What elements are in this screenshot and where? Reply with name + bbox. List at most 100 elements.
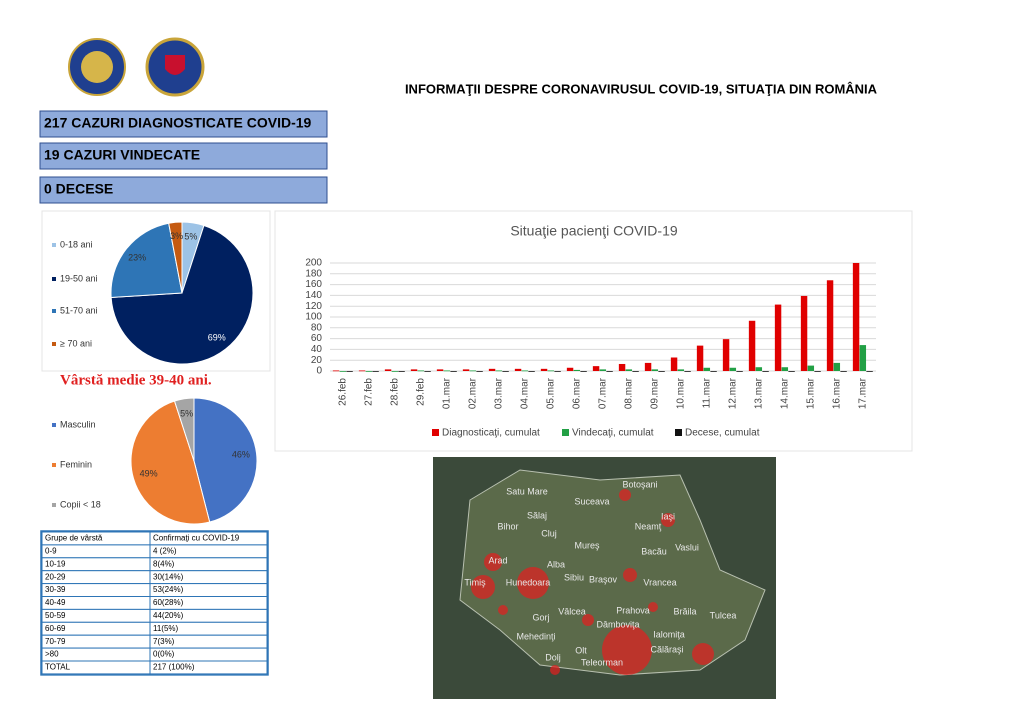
bar xyxy=(469,370,477,372)
table-text: 0-9 xyxy=(45,546,57,555)
x-tick-label: 16.mar xyxy=(832,377,843,409)
bar xyxy=(788,371,795,372)
legend-label: Feminin xyxy=(60,459,92,469)
bar xyxy=(495,370,503,372)
summary-text: 217 CAZURI DIAGNOSTICATE COVID-19 xyxy=(44,115,312,131)
table-text: 7(3%) xyxy=(153,637,175,646)
bar xyxy=(748,320,756,371)
map-label: Sălaj xyxy=(527,510,547,520)
x-tick-label: 26.feb xyxy=(338,378,349,406)
bar xyxy=(684,371,691,372)
bar xyxy=(592,366,600,371)
bar xyxy=(807,365,815,371)
pie-slice xyxy=(110,224,254,365)
table-text: 4 (2%) xyxy=(153,546,177,555)
bar xyxy=(365,371,373,372)
panel xyxy=(41,210,271,372)
bar xyxy=(346,371,353,372)
bar xyxy=(710,371,717,372)
pie-label: 69% xyxy=(208,332,226,342)
bar xyxy=(852,263,860,371)
bar xyxy=(573,369,581,371)
x-tick-label: 29.feb xyxy=(416,378,427,406)
map-label: Alba xyxy=(547,559,565,569)
bar xyxy=(606,371,613,372)
bar xyxy=(410,369,418,371)
legend-label: Diagnosticaţi, cumulat xyxy=(442,428,540,439)
legend-label: 19-50 ani xyxy=(60,273,98,283)
pie-slice xyxy=(193,397,258,523)
map-label: Mureş xyxy=(574,540,600,550)
legend-label: 51-70 ani xyxy=(60,305,98,315)
bar xyxy=(436,369,444,371)
table-cell xyxy=(41,544,151,559)
note: Vârstă medie 39-40 ani. xyxy=(60,372,212,388)
map-label: Vaslui xyxy=(675,542,699,552)
bar xyxy=(670,357,678,371)
bar xyxy=(580,371,587,372)
map-label: Dolj xyxy=(545,652,561,662)
summary-box xyxy=(39,176,328,204)
map-label: Bihor xyxy=(497,521,518,531)
pie-label: 3% xyxy=(170,231,183,241)
legend-swatch xyxy=(52,243,56,247)
bar xyxy=(729,367,737,371)
bar xyxy=(632,371,639,372)
table-cell xyxy=(149,660,268,675)
map-label: Cluj xyxy=(541,528,557,538)
bar xyxy=(774,304,782,371)
table-text: 60-69 xyxy=(45,624,66,633)
map-label: Iaşi xyxy=(661,511,675,521)
table-text: 30-39 xyxy=(45,585,66,594)
legend-swatch xyxy=(562,429,569,436)
bar xyxy=(462,369,470,371)
map-label: Brăila xyxy=(673,606,696,616)
table-text: Grupe de vârstă xyxy=(45,534,103,543)
bar xyxy=(677,369,685,371)
map-label: Vâlcea xyxy=(558,606,586,616)
bar xyxy=(566,367,574,371)
y-tick-label: 160 xyxy=(305,279,322,290)
map-label: Olt xyxy=(575,645,587,655)
pie-slice xyxy=(168,221,183,294)
x-tick-label: 01.mar xyxy=(442,377,453,409)
map-label: Sibiu xyxy=(564,572,584,582)
page-title: INFORMAŢII DESPRE CORONAVIRUSUL COVID-19… xyxy=(405,81,878,96)
table-text: 30(14%) xyxy=(153,572,184,581)
bar xyxy=(488,368,496,371)
y-tick-label: 180 xyxy=(305,268,322,279)
bar xyxy=(618,363,626,371)
bar xyxy=(502,371,509,372)
legend-swatch xyxy=(52,342,56,346)
x-tick-label: 15.mar xyxy=(806,377,817,409)
bar xyxy=(833,362,841,371)
map-label: Bacău xyxy=(641,546,667,556)
table-text: 44(20%) xyxy=(153,611,184,620)
bar xyxy=(554,371,561,372)
x-tick-label: 13.mar xyxy=(754,377,765,409)
bar xyxy=(703,367,711,371)
table-text: 53(24%) xyxy=(153,585,184,594)
bar xyxy=(814,371,821,372)
legend-swatch xyxy=(52,463,56,467)
y-tick-label: 120 xyxy=(305,301,322,312)
summary: 217 CAZURI DIAGNOSTICATE COVID-19 19 CAZU… xyxy=(39,110,328,204)
map-label: Teleorman xyxy=(581,657,623,667)
pie-label: 5% xyxy=(184,231,197,241)
bar xyxy=(358,370,366,372)
legend-swatch xyxy=(52,309,56,313)
pie-slice xyxy=(110,222,183,298)
map-label: Botoşani xyxy=(622,479,657,489)
map-label: Mehedinţi xyxy=(516,631,555,641)
legend-label: 0-18 ani xyxy=(60,239,93,249)
bar xyxy=(722,339,730,371)
pie-label: 5% xyxy=(180,409,193,419)
x-tick-label: 06.mar xyxy=(572,377,583,409)
table-text: 0(0%) xyxy=(153,650,175,659)
x-tick-label: 03.mar xyxy=(494,377,505,409)
pie-label: 49% xyxy=(140,469,158,479)
map-labels: Satu Mare Suceava Botoşani Bihor Sălaj Cluj Ne… xyxy=(464,479,736,667)
map-label: Călăraşi xyxy=(650,644,683,654)
bar xyxy=(625,369,633,371)
